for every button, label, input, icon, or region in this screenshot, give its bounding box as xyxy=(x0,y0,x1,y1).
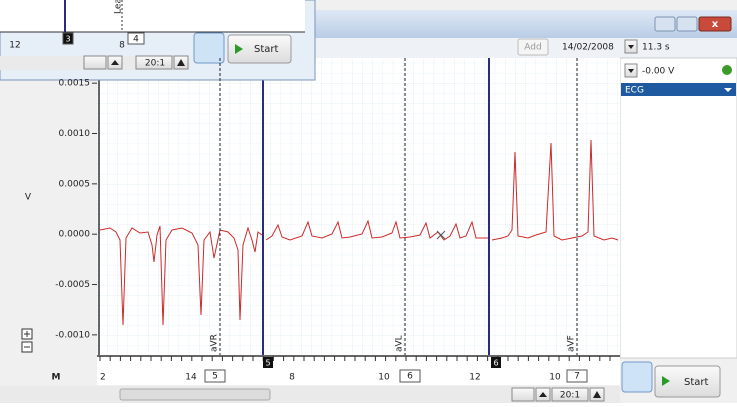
channel-bar[interactable] xyxy=(621,83,736,96)
amp-buttons[interactable] xyxy=(21,328,33,353)
page-box xyxy=(204,369,226,383)
start-label: Start xyxy=(684,377,709,388)
mini-page: 3 xyxy=(65,35,70,44)
mini-start: Start xyxy=(254,44,279,55)
y-tick-label: 0.0010 xyxy=(59,129,91,139)
y-tick-label: -0.0005 xyxy=(55,280,90,290)
mode-button[interactable] xyxy=(621,361,653,393)
cursor xyxy=(436,230,446,240)
channel-panel xyxy=(619,57,737,359)
mini-tick-label: 12 xyxy=(9,41,20,51)
x-tick-label: 14 xyxy=(185,373,197,383)
event-label: aVR xyxy=(210,334,220,352)
mini-tick-label: 8 xyxy=(119,41,125,51)
zoom-controls[interactable] xyxy=(511,387,605,402)
y-tick-label: -0.0010 xyxy=(55,330,90,340)
y-tick-label: 0.0005 xyxy=(59,179,91,189)
y-tick-label: 0.0015 xyxy=(59,79,91,89)
x-tick-label: 12 xyxy=(469,373,480,383)
block-marker-label: 6 xyxy=(493,359,498,368)
page-number: 5 xyxy=(212,372,218,382)
ecg-trace xyxy=(99,139,619,326)
channel-value: -0.00 V xyxy=(642,67,675,77)
x-tick-label: 10 xyxy=(378,373,390,383)
mini-window xyxy=(0,0,316,81)
block-marker xyxy=(62,32,74,45)
block-marker xyxy=(263,357,273,368)
event-label: aVF xyxy=(567,335,577,352)
time-axis xyxy=(97,355,620,385)
page-box xyxy=(566,369,588,383)
start-button[interactable] xyxy=(654,365,721,398)
event-label: aVL xyxy=(395,335,405,352)
zoom-ratio: 20:1 xyxy=(560,391,580,401)
scroll-thumb[interactable] xyxy=(119,388,271,401)
add-label: Add xyxy=(524,43,541,53)
page-number: 6 xyxy=(407,372,413,382)
x-tick-label: 10 xyxy=(549,373,561,383)
duration: 11.3 s xyxy=(642,43,670,53)
block-marker-label: 5 xyxy=(265,359,270,368)
block-marker xyxy=(491,357,501,368)
mini-zoom: 20:1 xyxy=(145,59,165,69)
y-axis-label: V xyxy=(25,193,32,203)
grid xyxy=(97,58,620,355)
add-button[interactable] xyxy=(517,38,549,56)
svg-text:x: x xyxy=(712,19,719,30)
page-box xyxy=(399,369,421,383)
channel-name: ECG xyxy=(625,86,644,96)
page-box xyxy=(127,32,145,45)
date: 14/02/2008 xyxy=(562,43,614,53)
mini-page: 4 xyxy=(133,35,139,45)
window-controls: x xyxy=(654,16,732,32)
page-number: 7 xyxy=(574,372,580,382)
x-tick-label: 2 xyxy=(100,373,106,383)
marker-label: M xyxy=(52,373,61,383)
x-tick-label: 8 xyxy=(289,373,295,383)
y-tick-label: 0.0000 xyxy=(59,230,91,240)
mini-lead: Lead xyxy=(114,0,124,14)
status-icon xyxy=(722,65,732,75)
